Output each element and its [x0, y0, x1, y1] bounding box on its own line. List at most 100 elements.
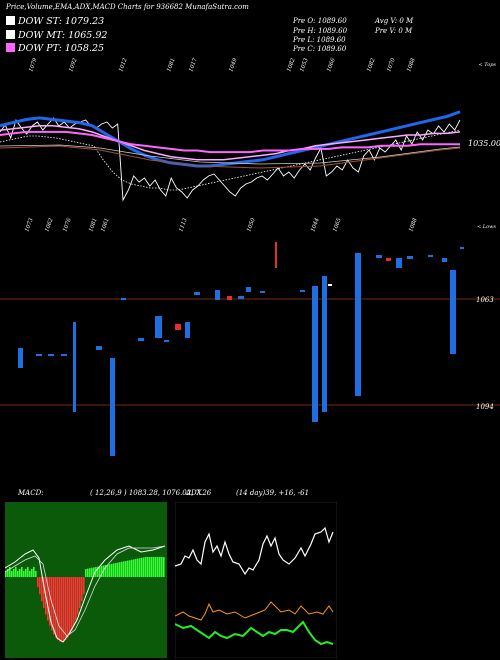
macd-hist-up — [157, 557, 159, 577]
macd-hist-up — [109, 564, 111, 577]
candle-up — [73, 322, 76, 412]
candle-up — [396, 258, 402, 268]
chart-title: Price,Volume,EMA,ADX,MACD Charts for 936… — [6, 3, 249, 11]
candle-up — [18, 348, 23, 368]
macd-hist-up — [111, 563, 113, 577]
candle-down — [386, 258, 391, 261]
bottom-tick-label: 1065 — [332, 217, 343, 233]
plus-di-line — [175, 601, 334, 621]
adx-background — [175, 502, 337, 658]
candle-up — [61, 354, 67, 356]
macd-hist-up — [161, 557, 163, 577]
macd-hist-up — [117, 562, 119, 577]
candle-up — [215, 290, 220, 300]
dow-st-text: DOW ST: 1079.23 — [18, 16, 105, 27]
macd-hist-down — [61, 577, 63, 642]
prev-close: Pre C: 1089.60 — [293, 45, 347, 53]
macd-hist-up — [13, 569, 15, 577]
macd-hist-up — [27, 567, 29, 577]
candle-up — [238, 296, 244, 299]
macd-hist-down — [37, 577, 39, 587]
candle-up — [185, 322, 190, 338]
macd-hist-down — [63, 577, 65, 642]
ema-line-slow — [0, 145, 461, 169]
macd-hist-up — [93, 567, 95, 577]
macd-hist-up — [151, 557, 153, 577]
candle-up — [36, 354, 42, 356]
macd-hist-up — [159, 557, 161, 577]
prev-volume: Pre V: 0 M — [375, 27, 413, 35]
dow-mt-legend: DOW MT: 1065.92 — [6, 30, 107, 41]
candle-up — [322, 276, 327, 412]
macd-hist-up — [95, 567, 97, 577]
macd-hist-up — [155, 557, 157, 577]
macd-hist-up — [85, 569, 87, 577]
adx-panel — [175, 502, 337, 658]
macd-hist-down — [47, 577, 49, 621]
top-tick-label: 1066 — [326, 57, 337, 73]
candle-up — [328, 284, 332, 286]
bottom-tick-label: 1088 — [408, 217, 419, 233]
macd-hist-up — [31, 569, 33, 577]
candle-up — [355, 253, 361, 396]
bottom-tick-label: 1062 — [44, 217, 55, 233]
macd-hist-up — [121, 561, 123, 577]
macd-hist-down — [73, 577, 75, 626]
macd-hist-up — [23, 571, 25, 577]
macd-signal-line — [5, 545, 166, 637]
bottom-tick-label: 1113 — [178, 217, 189, 233]
macd-hist-down — [67, 577, 69, 638]
top-tick-label: 1053 — [299, 57, 310, 73]
macd-hist-up — [123, 561, 125, 577]
macd-hist-up — [17, 571, 19, 577]
bottom-tick-label: 1061 — [100, 217, 110, 232]
dow-st-legend: DOW ST: 1079.23 — [6, 16, 104, 27]
macd-hist-up — [147, 557, 149, 577]
macd-hist-down — [81, 577, 83, 602]
prev-low: Pre L: 1089.60 — [293, 36, 346, 44]
macd-hist-up — [91, 567, 93, 577]
macd-label: MACD: — [18, 489, 44, 497]
level-high-label: 1063 — [476, 296, 494, 304]
candle-up — [246, 287, 251, 292]
dow-pt-legend: DOW PT: 1058.25 — [6, 43, 104, 54]
candle-up — [312, 286, 318, 422]
top-tick-label: 1079 — [28, 57, 39, 73]
macd-hist-up — [89, 568, 91, 577]
macd-hist-up — [133, 559, 135, 577]
macd-hist-up — [135, 559, 137, 577]
macd-hist-down — [43, 577, 45, 609]
candle-up — [48, 354, 54, 356]
top-tick-label: 1049 — [228, 57, 239, 73]
candle-down — [227, 296, 232, 300]
top-tick-label: 1017 — [188, 57, 199, 73]
macd-hist-up — [131, 559, 133, 577]
top-tick-label: 1070 — [386, 57, 397, 73]
macd-hist-down — [59, 577, 61, 642]
macd-hist-down — [53, 577, 55, 635]
macd-background — [5, 502, 167, 658]
minus-di-line — [175, 620, 334, 646]
macd-hist-up — [129, 560, 131, 577]
macd-hist-up — [141, 557, 143, 577]
candle-up — [155, 316, 162, 338]
candle-up — [164, 340, 169, 342]
candle-up — [407, 256, 413, 259]
macd-hist-up — [9, 567, 11, 577]
macd-hist-up — [149, 557, 151, 577]
macd-hist-up — [143, 557, 145, 577]
price-chart: 1079 1092 1012 1081 1017 1049 1082 1053 1066 1082… — [0, 57, 500, 456]
candle-bars — [18, 242, 464, 456]
dow-st-swatch — [6, 16, 15, 25]
macd-hist-up — [145, 557, 147, 577]
macd-hist-up — [119, 562, 121, 577]
macd-hist-down — [79, 577, 81, 609]
macd-hist-down — [65, 577, 67, 641]
avg-volume: Avg V: 0 M — [375, 17, 414, 25]
macd-hist-up — [101, 565, 103, 577]
macd-hist-up — [99, 566, 101, 577]
macd-hist-down — [55, 577, 57, 638]
bottom-tick-label: 1081 — [88, 217, 98, 232]
level-low-label: 1094 — [476, 403, 494, 411]
macd-hist-up — [137, 558, 139, 577]
